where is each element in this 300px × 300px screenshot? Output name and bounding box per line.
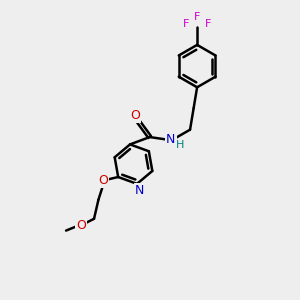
Text: O: O: [76, 219, 86, 232]
Text: O: O: [130, 109, 140, 122]
Text: N: N: [135, 184, 144, 197]
Text: O: O: [98, 174, 108, 187]
Text: F: F: [194, 12, 200, 22]
Text: F: F: [183, 19, 189, 29]
Text: N: N: [166, 134, 176, 146]
Text: F: F: [205, 19, 212, 29]
Text: H: H: [176, 140, 184, 150]
